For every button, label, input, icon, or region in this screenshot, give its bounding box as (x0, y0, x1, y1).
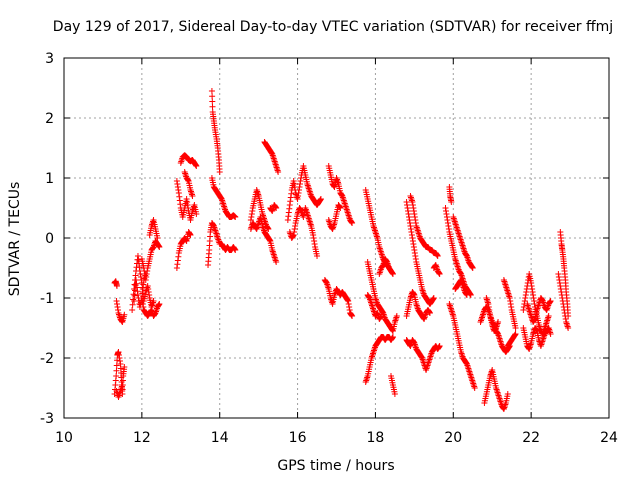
data-point (448, 199, 455, 205)
data-point (209, 93, 216, 100)
data-point (434, 253, 441, 259)
data-point (463, 292, 470, 298)
data-point (187, 232, 194, 238)
grid (64, 58, 609, 418)
data-point (317, 196, 324, 202)
data-point (337, 205, 344, 211)
y-tick-label: -3 (40, 411, 54, 427)
data-point (216, 169, 223, 175)
plot-frame (63, 57, 610, 419)
data-point (156, 244, 163, 250)
y-tick-label: -2 (40, 351, 54, 367)
data-point (469, 265, 476, 271)
data-point (189, 193, 196, 199)
data-point (121, 311, 128, 318)
data-point (349, 313, 356, 319)
data-point (193, 163, 200, 169)
x-tick-label: 12 (133, 430, 151, 446)
data-point (349, 220, 356, 226)
chart-title: Day 129 of 2017, Sidereal Day-to-day VTE… (53, 19, 613, 35)
data-point (193, 211, 200, 217)
data-point (273, 259, 280, 265)
data-point (113, 373, 120, 379)
data-point (273, 205, 280, 211)
data-point (436, 343, 443, 349)
data-point (389, 334, 396, 340)
data-point (512, 331, 519, 337)
data-point (314, 253, 321, 259)
data-point (129, 307, 136, 313)
y-tick-label: 3 (45, 51, 54, 67)
x-tick-label: 18 (367, 430, 385, 446)
x-tick-label: 14 (211, 430, 229, 446)
data-point (130, 296, 137, 303)
x-tick-label: 16 (289, 430, 307, 446)
data-point (386, 265, 393, 271)
data-point (547, 331, 554, 337)
data-point (129, 301, 136, 308)
data-point (426, 310, 433, 316)
data-point (121, 364, 128, 370)
data-point (547, 298, 554, 304)
data-point (209, 98, 216, 105)
data-point (378, 313, 385, 319)
data-point (471, 385, 478, 391)
data-point (113, 367, 120, 374)
y-axis-label: SDTVAR / TECUs (7, 182, 23, 297)
data-points (111, 88, 572, 412)
x-tick-label: 22 (522, 430, 540, 446)
x-tick-label: 10 (55, 430, 73, 446)
data-point (430, 295, 437, 301)
data-point (512, 325, 519, 331)
data-point (113, 283, 120, 289)
data-point (156, 301, 163, 307)
data-point (232, 214, 239, 220)
data-point (130, 291, 137, 298)
y-tick-label: 0 (45, 231, 54, 247)
data-point (565, 325, 572, 331)
data-point (131, 292, 138, 299)
data-point (119, 382, 126, 388)
x-tick-label: 20 (444, 430, 462, 446)
data-point (208, 88, 215, 94)
data-point (393, 313, 400, 319)
x-tick-label: 24 (600, 430, 618, 446)
y-tick-label: 1 (45, 171, 54, 187)
data-point (391, 391, 398, 397)
y-tick-label: -1 (40, 291, 54, 307)
data-point (232, 247, 239, 253)
data-point (545, 313, 552, 319)
data-point (209, 103, 216, 110)
data-point (495, 319, 502, 325)
data-point (154, 235, 161, 241)
data-point (275, 169, 282, 175)
x-axis-label: GPS time / hours (277, 458, 394, 474)
data-point (113, 362, 120, 369)
data-point (504, 391, 511, 397)
data-point (389, 271, 396, 277)
data-point (150, 298, 157, 304)
data-point (436, 271, 443, 277)
y-tick-label: 2 (45, 111, 54, 127)
